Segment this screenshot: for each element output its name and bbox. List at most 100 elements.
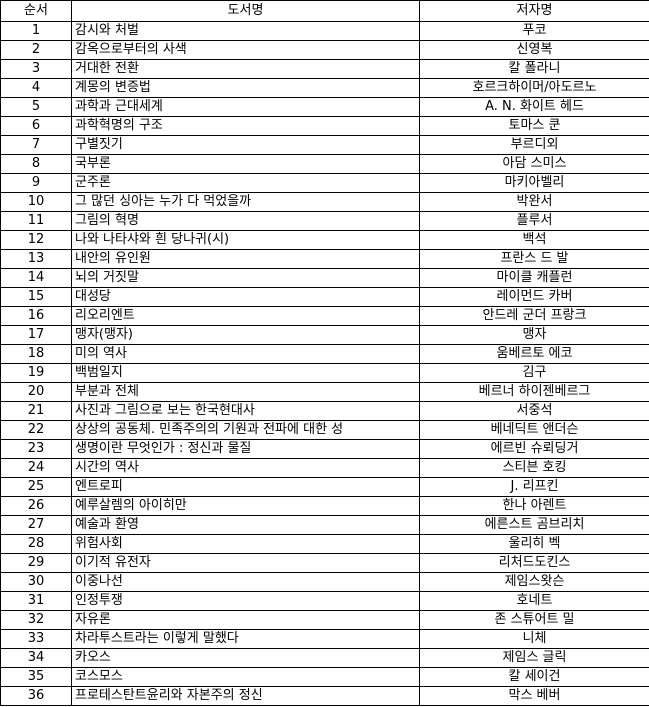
- order-cell[interactable]: 20: [0, 382, 72, 402]
- author-cell[interactable]: 칼 폴라니: [419, 59, 649, 79]
- title-cell[interactable]: 뇌의 거짓말: [71, 268, 420, 288]
- order-cell[interactable]: 31: [0, 591, 72, 611]
- order-cell[interactable]: 5: [0, 97, 72, 117]
- title-cell[interactable]: 계몽의 변증법: [71, 78, 420, 98]
- title-cell[interactable]: 코스모스: [71, 667, 420, 687]
- header-author[interactable]: 저자명: [419, 0, 649, 22]
- order-cell[interactable]: 33: [0, 629, 72, 649]
- title-cell[interactable]: 국부론: [71, 154, 420, 174]
- title-cell[interactable]: 내안의 유인원: [71, 249, 420, 269]
- title-cell[interactable]: 엔트로피: [71, 477, 420, 497]
- author-cell[interactable]: 제임스왓슨: [419, 572, 649, 592]
- author-cell[interactable]: 서중석: [419, 401, 649, 421]
- title-cell[interactable]: 예술과 환영: [71, 515, 420, 535]
- order-cell[interactable]: 7: [0, 135, 72, 155]
- order-cell[interactable]: 24: [0, 458, 72, 478]
- author-cell[interactable]: 스티븐 호킹: [419, 458, 649, 478]
- author-cell[interactable]: 베르너 하이젠베르그: [419, 382, 649, 402]
- title-cell[interactable]: 구별짓기: [71, 135, 420, 155]
- order-cell[interactable]: 14: [0, 268, 72, 288]
- title-cell[interactable]: 맹자(맹자): [71, 325, 420, 345]
- title-cell[interactable]: 위험사회: [71, 534, 420, 554]
- author-cell[interactable]: 니체: [419, 629, 649, 649]
- title-cell[interactable]: 백범일지: [71, 363, 420, 383]
- title-cell[interactable]: 상상의 공동체. 민족주의의 기원과 전파에 대한 성: [71, 420, 420, 440]
- author-cell[interactable]: 김구: [419, 363, 649, 383]
- order-cell[interactable]: 13: [0, 249, 72, 269]
- author-cell[interactable]: 제임스 글릭: [419, 648, 649, 668]
- order-cell[interactable]: 6: [0, 116, 72, 136]
- order-cell[interactable]: 10: [0, 192, 72, 212]
- author-cell[interactable]: 호네트: [419, 591, 649, 611]
- order-cell[interactable]: 27: [0, 515, 72, 535]
- title-cell[interactable]: 군주론: [71, 173, 420, 193]
- title-cell[interactable]: 미의 역사: [71, 344, 420, 364]
- order-cell[interactable]: 17: [0, 325, 72, 345]
- title-cell[interactable]: 부분과 전체: [71, 382, 420, 402]
- title-cell[interactable]: 인정투쟁: [71, 591, 420, 611]
- order-cell[interactable]: 8: [0, 154, 72, 174]
- order-cell[interactable]: 36: [0, 686, 72, 706]
- title-cell[interactable]: 그 많던 싱아는 누가 다 먹었을까: [71, 192, 420, 212]
- title-cell[interactable]: 과학혁명의 구조: [71, 116, 420, 136]
- author-cell[interactable]: 백석: [419, 230, 649, 250]
- title-cell[interactable]: 나와 나타샤와 흰 당나귀(시): [71, 230, 420, 250]
- title-cell[interactable]: 생명이란 무엇인가 : 정신과 물질: [71, 439, 420, 459]
- author-cell[interactable]: 에르빈 슈뢰딩거: [419, 439, 649, 459]
- order-cell[interactable]: 19: [0, 363, 72, 383]
- title-cell[interactable]: 과학과 근대세계: [71, 97, 420, 117]
- order-cell[interactable]: 18: [0, 344, 72, 364]
- order-cell[interactable]: 30: [0, 572, 72, 592]
- order-cell[interactable]: 16: [0, 306, 72, 326]
- author-cell[interactable]: 막스 베버: [419, 686, 649, 706]
- title-cell[interactable]: 예루살렘의 아이히만: [71, 496, 420, 516]
- title-cell[interactable]: 이기적 유전자: [71, 553, 420, 573]
- title-cell[interactable]: 대성당: [71, 287, 420, 307]
- author-cell[interactable]: 움베르토 에코: [419, 344, 649, 364]
- order-cell[interactable]: 25: [0, 477, 72, 497]
- author-cell[interactable]: 레이먼드 카버: [419, 287, 649, 307]
- author-cell[interactable]: 에른스트 곰브리치: [419, 515, 649, 535]
- title-cell[interactable]: 리오리엔트: [71, 306, 420, 326]
- order-cell[interactable]: 11: [0, 211, 72, 231]
- title-cell[interactable]: 자유론: [71, 610, 420, 630]
- author-cell[interactable]: 리처드도킨스: [419, 553, 649, 573]
- order-cell[interactable]: 9: [0, 173, 72, 193]
- title-cell[interactable]: 감시와 처벌: [71, 21, 420, 41]
- author-cell[interactable]: 프란스 드 발: [419, 249, 649, 269]
- author-cell[interactable]: 아담 스미스: [419, 154, 649, 174]
- title-cell[interactable]: 이중나선: [71, 572, 420, 592]
- author-cell[interactable]: 푸코: [419, 21, 649, 41]
- author-cell[interactable]: J. 리프킨: [419, 477, 649, 497]
- order-cell[interactable]: 21: [0, 401, 72, 421]
- order-cell[interactable]: 28: [0, 534, 72, 554]
- header-order[interactable]: 순서: [0, 0, 72, 22]
- author-cell[interactable]: 호르크하이머/아도르노: [419, 78, 649, 98]
- order-cell[interactable]: 26: [0, 496, 72, 516]
- title-cell[interactable]: 차라투스트라는 이렇게 말했다: [71, 629, 420, 649]
- title-cell[interactable]: 시간의 역사: [71, 458, 420, 478]
- order-cell[interactable]: 35: [0, 667, 72, 687]
- title-cell[interactable]: 그림의 혁명: [71, 211, 420, 231]
- order-cell[interactable]: 15: [0, 287, 72, 307]
- author-cell[interactable]: 토마스 쿤: [419, 116, 649, 136]
- author-cell[interactable]: 베네딕트 앤더슨: [419, 420, 649, 440]
- order-cell[interactable]: 1: [0, 21, 72, 41]
- author-cell[interactable]: 플루서: [419, 211, 649, 231]
- order-cell[interactable]: 3: [0, 59, 72, 79]
- author-cell[interactable]: 맹자: [419, 325, 649, 345]
- order-cell[interactable]: 2: [0, 40, 72, 60]
- author-cell[interactable]: 울리히 벡: [419, 534, 649, 554]
- author-cell[interactable]: 마키아벨리: [419, 173, 649, 193]
- title-cell[interactable]: 거대한 전환: [71, 59, 420, 79]
- author-cell[interactable]: 존 스튜어트 밀: [419, 610, 649, 630]
- author-cell[interactable]: 칼 세이건: [419, 667, 649, 687]
- title-cell[interactable]: 사진과 그림으로 보는 한국현대사: [71, 401, 420, 421]
- order-cell[interactable]: 32: [0, 610, 72, 630]
- order-cell[interactable]: 12: [0, 230, 72, 250]
- header-title[interactable]: 도서명: [71, 0, 420, 22]
- order-cell[interactable]: 4: [0, 78, 72, 98]
- author-cell[interactable]: 마이클 캐플런: [419, 268, 649, 288]
- title-cell[interactable]: 프로테스탄트윤리와 자본주의 정신: [71, 686, 420, 706]
- order-cell[interactable]: 22: [0, 420, 72, 440]
